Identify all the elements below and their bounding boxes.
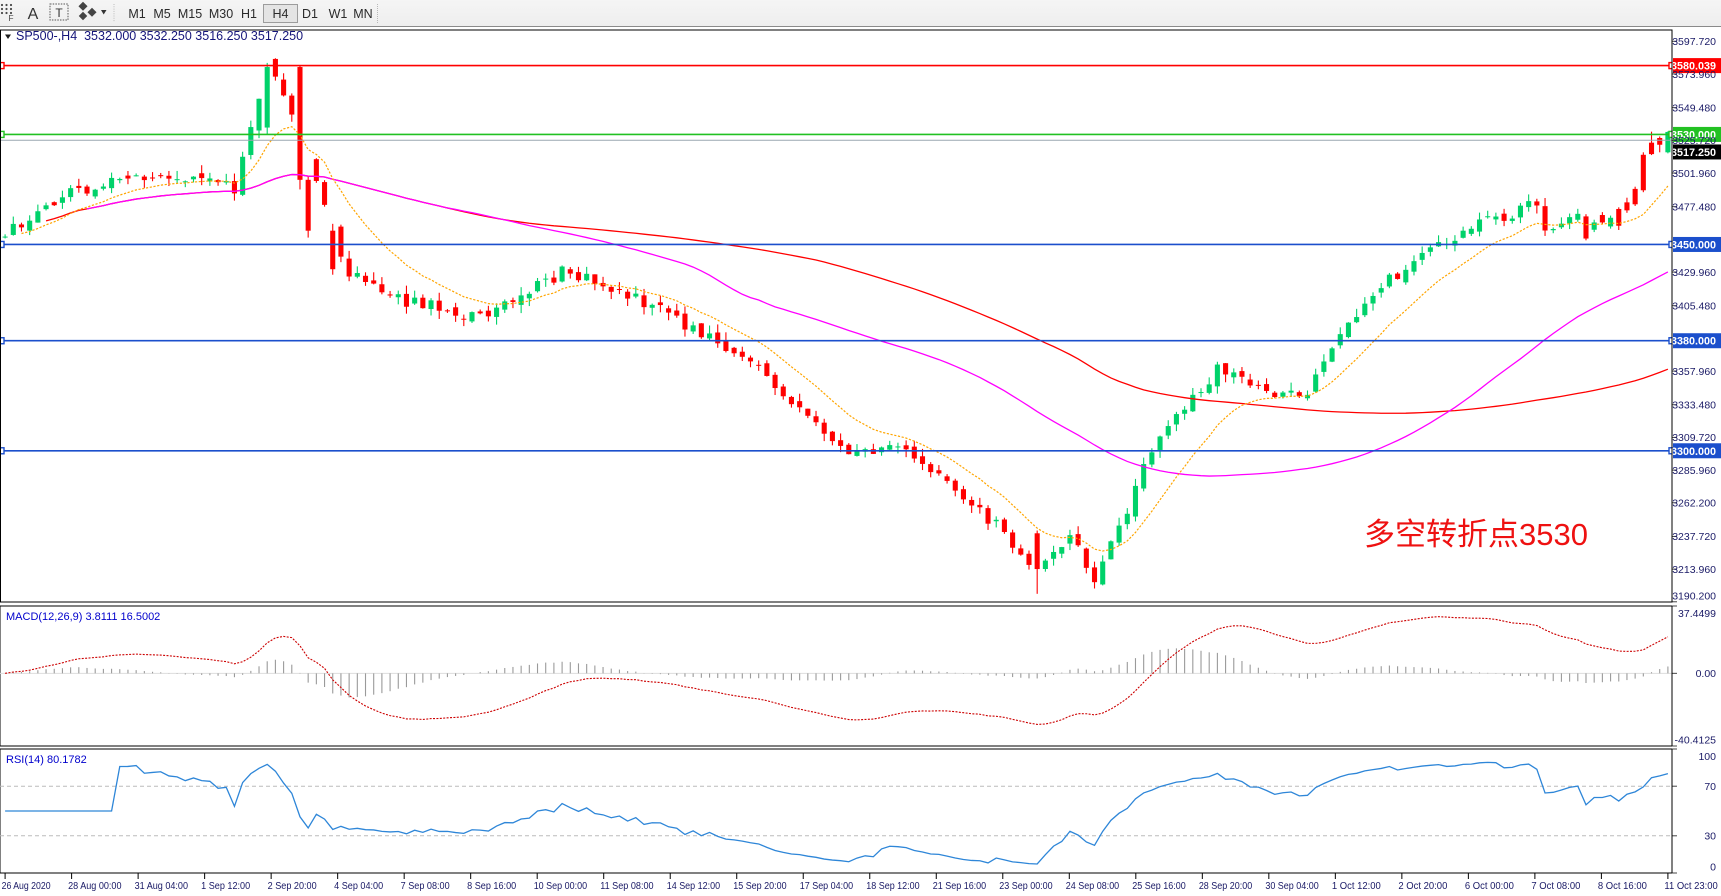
svg-text:0.00: 0.00 <box>1696 668 1717 680</box>
svg-text:15 Sep 20:00: 15 Sep 20:00 <box>733 881 787 892</box>
svg-text:3450.000: 3450.000 <box>1671 239 1716 251</box>
svg-text:SP500-,H4 3532.000 3532.250 3: SP500-,H4 3532.000 3532.250 3516.250 351… <box>16 29 303 43</box>
svg-text:3380.000: 3380.000 <box>1671 336 1716 348</box>
svg-text:3213.960: 3213.960 <box>1672 564 1716 576</box>
svg-text:21 Sep 16:00: 21 Sep 16:00 <box>933 881 987 892</box>
svg-text:3262.200: 3262.200 <box>1672 498 1716 510</box>
svg-text:1 Oct 12:00: 1 Oct 12:00 <box>1332 881 1382 892</box>
svg-text:-40.4125: -40.4125 <box>1675 735 1717 747</box>
svg-text:11 Sep 08:00: 11 Sep 08:00 <box>600 881 654 892</box>
svg-text:24 Sep 08:00: 24 Sep 08:00 <box>1066 881 1120 892</box>
svg-text:4 Sep 04:00: 4 Sep 04:00 <box>334 881 384 892</box>
svg-text:多空转折点3530: 多空转折点3530 <box>1364 517 1588 552</box>
svg-text:2 Oct 20:00: 2 Oct 20:00 <box>1398 881 1448 892</box>
svg-text:31 Aug 04:00: 31 Aug 04:00 <box>135 881 189 892</box>
svg-text:2 Sep 20:00: 2 Sep 20:00 <box>268 881 318 892</box>
svg-text:30 Sep 04:00: 30 Sep 04:00 <box>1265 881 1319 892</box>
svg-text:28 Aug 00:00: 28 Aug 00:00 <box>68 881 122 892</box>
svg-text:3597.720: 3597.720 <box>1672 36 1716 48</box>
svg-text:MACD(12,26,9) 3.8111 16.5002: MACD(12,26,9) 3.8111 16.5002 <box>6 611 160 623</box>
svg-text:3517.250: 3517.250 <box>1671 147 1716 159</box>
svg-text:RSI(14) 80.1782: RSI(14) 80.1782 <box>6 754 87 766</box>
svg-text:7 Oct 08:00: 7 Oct 08:00 <box>1531 881 1581 892</box>
svg-text:3549.480: 3549.480 <box>1672 102 1716 114</box>
svg-text:30: 30 <box>1704 831 1716 843</box>
svg-text:10 Sep 00:00: 10 Sep 00:00 <box>534 881 588 892</box>
svg-text:100: 100 <box>1698 751 1716 763</box>
svg-text:8 Oct 16:00: 8 Oct 16:00 <box>1598 881 1648 892</box>
svg-text:7 Sep 08:00: 7 Sep 08:00 <box>401 881 451 892</box>
svg-text:18 Sep 12:00: 18 Sep 12:00 <box>866 881 920 892</box>
svg-text:1 Sep 12:00: 1 Sep 12:00 <box>201 881 251 892</box>
svg-text:3501.960: 3501.960 <box>1672 168 1716 180</box>
svg-text:0: 0 <box>1710 862 1716 874</box>
svg-text:3357.960: 3357.960 <box>1672 366 1716 378</box>
svg-text:3300.000: 3300.000 <box>1671 446 1716 458</box>
svg-text:26 Aug 2020: 26 Aug 2020 <box>2 881 51 892</box>
svg-text:8 Sep 16:00: 8 Sep 16:00 <box>467 881 517 892</box>
svg-text:70: 70 <box>1704 781 1716 793</box>
svg-text:3525.720: 3525.720 <box>1672 135 1716 147</box>
svg-text:3190.200: 3190.200 <box>1672 591 1716 603</box>
svg-text:3573.960: 3573.960 <box>1672 69 1716 81</box>
svg-text:28 Sep 20:00: 28 Sep 20:00 <box>1199 881 1253 892</box>
svg-text:3429.960: 3429.960 <box>1672 267 1716 279</box>
svg-text:11 Oct 23:00: 11 Oct 23:00 <box>1664 881 1718 892</box>
svg-text:3477.480: 3477.480 <box>1672 201 1716 213</box>
svg-text:3405.480: 3405.480 <box>1672 300 1716 312</box>
svg-text:14 Sep 12:00: 14 Sep 12:00 <box>667 881 721 892</box>
svg-text:3309.720: 3309.720 <box>1672 432 1716 444</box>
svg-text:37.4499: 37.4499 <box>1678 608 1716 620</box>
svg-text:6 Oct 00:00: 6 Oct 00:00 <box>1465 881 1515 892</box>
svg-text:3285.960: 3285.960 <box>1672 465 1716 477</box>
svg-text:23 Sep 00:00: 23 Sep 00:00 <box>999 881 1053 892</box>
svg-text:25 Sep 16:00: 25 Sep 16:00 <box>1132 881 1186 892</box>
svg-text:3237.720: 3237.720 <box>1672 531 1716 543</box>
svg-text:3333.480: 3333.480 <box>1672 400 1716 412</box>
svg-text:17 Sep 04:00: 17 Sep 04:00 <box>800 881 854 892</box>
